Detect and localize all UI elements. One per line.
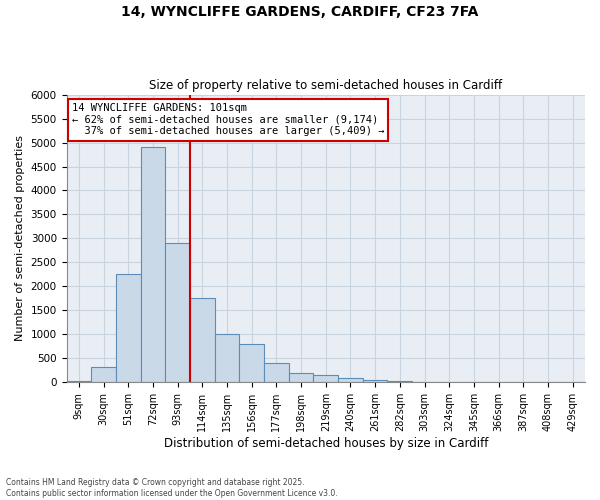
Bar [313, 375, 338, 382]
Bar [190, 298, 215, 382]
Text: Contains HM Land Registry data © Crown copyright and database right 2025.
Contai: Contains HM Land Registry data © Crown c… [6, 478, 338, 498]
Bar [264, 363, 289, 382]
Bar [338, 378, 363, 382]
Text: 14, WYNCLIFFE GARDENS, CARDIFF, CF23 7FA: 14, WYNCLIFFE GARDENS, CARDIFF, CF23 7FA [121, 5, 479, 19]
X-axis label: Distribution of semi-detached houses by size in Cardiff: Distribution of semi-detached houses by … [164, 437, 488, 450]
Text: 14 WYNCLIFFE GARDENS: 101sqm
← 62% of semi-detached houses are smaller (9,174)
 : 14 WYNCLIFFE GARDENS: 101sqm ← 62% of se… [72, 103, 384, 136]
Y-axis label: Number of semi-detached properties: Number of semi-detached properties [15, 136, 25, 342]
Bar [67, 381, 91, 382]
Bar [91, 367, 116, 382]
Bar [388, 381, 412, 382]
Bar [116, 274, 140, 382]
Title: Size of property relative to semi-detached houses in Cardiff: Size of property relative to semi-detach… [149, 79, 502, 92]
Bar [165, 243, 190, 382]
Bar [140, 148, 165, 382]
Bar [363, 380, 388, 382]
Bar [215, 334, 239, 382]
Bar [289, 373, 313, 382]
Bar [239, 344, 264, 383]
